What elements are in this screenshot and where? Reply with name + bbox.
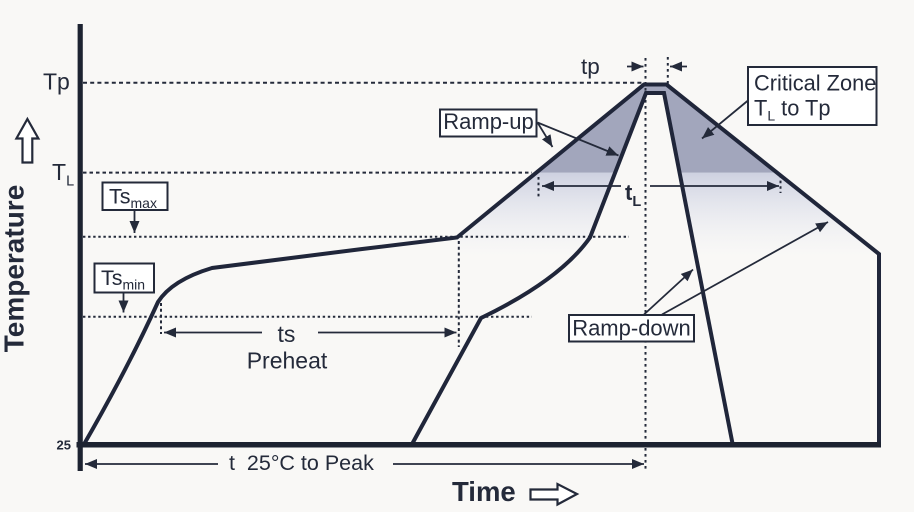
svg-text:Ramp-up: Ramp-up: [443, 109, 533, 134]
svg-text:Temperature: Temperature: [0, 185, 30, 353]
svg-text:TL to Tp: TL to Tp: [754, 96, 830, 124]
svg-text:ts: ts: [278, 321, 296, 347]
svg-text:Critical Zone: Critical Zone: [754, 71, 876, 96]
svg-text:tp: tp: [581, 54, 600, 79]
svg-text:Time: Time: [452, 476, 516, 507]
svg-text:Tp: Tp: [43, 69, 70, 95]
svg-text:Ramp-down: Ramp-down: [572, 316, 691, 341]
svg-text:25: 25: [57, 438, 71, 453]
svg-text:TL: TL: [52, 159, 74, 190]
svg-text:t 25°C to Peak: t 25°C to Peak: [229, 451, 374, 475]
svg-text:Preheat: Preheat: [247, 348, 328, 374]
svg-text:tL: tL: [625, 180, 641, 210]
